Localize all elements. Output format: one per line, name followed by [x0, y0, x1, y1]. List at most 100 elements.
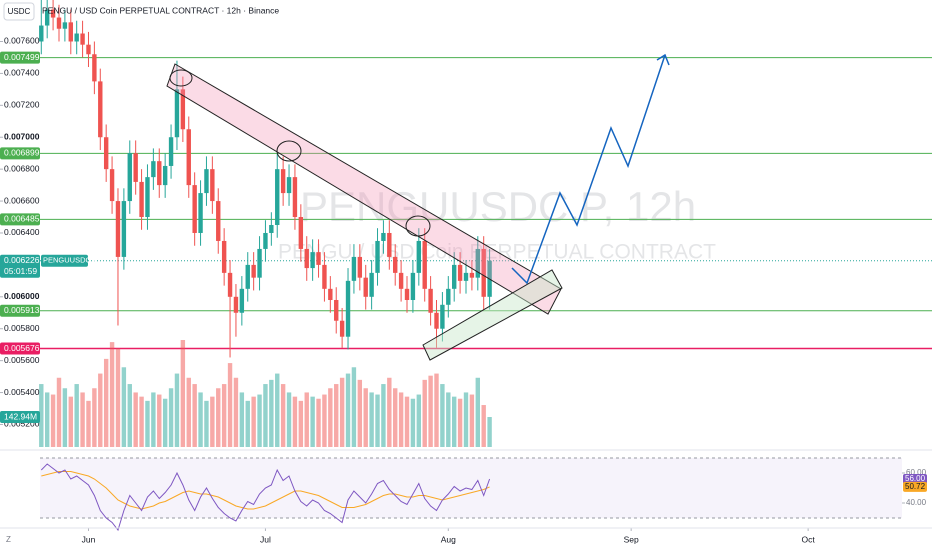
rsi-value-label: 56.00 — [905, 474, 926, 483]
candle-body — [145, 177, 150, 218]
candle-body — [86, 44, 91, 55]
level-tag — [0, 51, 40, 64]
candle-body — [440, 304, 445, 329]
candle-body — [174, 89, 180, 138]
volume-bar — [339, 377, 345, 447]
candle-body — [121, 201, 127, 257]
candle-body — [269, 225, 274, 233]
volume-bar — [216, 388, 221, 447]
volume-bar — [375, 394, 380, 447]
x-tick-label: Jun — [82, 534, 96, 544]
volume-bar — [316, 398, 321, 447]
ellipse — [169, 69, 193, 87]
countdown: 05:01:59 — [4, 266, 37, 276]
symbol-label: PENGUUSDC.P — [43, 256, 98, 265]
x-tick-label: Jul — [260, 534, 271, 544]
candle-body — [404, 288, 410, 300]
volume-bar — [357, 379, 363, 447]
volume-bar — [80, 392, 85, 447]
candle-body — [357, 256, 363, 278]
candle-body — [387, 232, 392, 257]
y-tick-label: 0.005600 — [4, 355, 40, 365]
candle-body — [68, 22, 73, 42]
candle-body — [452, 264, 457, 289]
volume-bar — [322, 394, 327, 447]
volume-bar — [481, 405, 486, 447]
candle-body — [168, 137, 174, 166]
candle-body — [286, 177, 292, 194]
volume-bar — [434, 373, 439, 447]
volume-bar — [86, 400, 91, 447]
volume-bar — [62, 388, 68, 447]
volume-bar — [286, 392, 292, 447]
rsi-value-tag — [903, 474, 927, 484]
level-label: 0.005913 — [4, 305, 40, 315]
y-tick-label: 0.007000 — [4, 131, 40, 141]
volume-bar — [387, 377, 392, 447]
candle-body — [92, 54, 97, 82]
candle-body — [434, 312, 439, 329]
volume-bar — [186, 377, 191, 447]
volume-bar — [233, 377, 239, 447]
candle-body — [475, 248, 480, 278]
candle-body — [463, 272, 469, 281]
candle-body — [469, 272, 475, 278]
volume-bar — [398, 392, 404, 447]
volume-bar — [363, 388, 368, 447]
candle-body — [339, 320, 345, 337]
candle-body — [162, 165, 168, 186]
volume-bar — [139, 396, 144, 447]
volume-bar — [162, 398, 168, 447]
candle-body — [257, 248, 262, 278]
volume-bar — [157, 394, 162, 447]
candle-body — [322, 264, 327, 289]
volume-bar — [50, 394, 56, 447]
candle-body — [221, 240, 227, 273]
rsi-ma-tag — [903, 481, 927, 492]
candle-body — [210, 169, 215, 202]
rsi-ma-label: 50.72 — [905, 482, 926, 491]
y-tick-label: 0.005800 — [4, 323, 40, 333]
ellipse — [405, 215, 431, 237]
y-tick-label: 0.006000 — [4, 291, 40, 301]
candle-body — [133, 153, 138, 182]
candle-body — [381, 232, 386, 241]
volume-bar — [92, 388, 97, 447]
candle-body — [245, 264, 250, 289]
candle-body — [422, 240, 427, 289]
marks-layer — [39, 0, 492, 532]
rsi-ma-line — [41, 471, 490, 510]
candle-body — [345, 280, 351, 337]
candle-body — [481, 248, 486, 297]
candle-body — [398, 272, 404, 289]
currency-box[interactable] — [3, 2, 35, 21]
currency[interactable]: USDC — [8, 7, 31, 16]
volume-bar — [487, 417, 492, 447]
volume-bar — [227, 363, 233, 447]
level-label: 0.006899 — [4, 148, 40, 158]
volume-bar — [192, 384, 197, 447]
volume-bar — [457, 398, 463, 447]
corner-label[interactable]: Z — [6, 535, 11, 544]
volume-bar — [74, 384, 79, 447]
level-tag — [0, 304, 40, 317]
label-layer: 0.007600 0.007400 0.007200 0.007000 0.006800… — [0, 36, 927, 544]
candle-body — [56, 17, 62, 29]
volume-bar — [174, 373, 180, 447]
volume-bar — [393, 388, 398, 447]
volume-bar — [292, 396, 298, 447]
volume-bar — [168, 388, 174, 447]
volume-tag — [0, 411, 40, 424]
volume-bar — [103, 358, 109, 447]
volume-bar — [475, 377, 480, 447]
y-tick-label: 0.007200 — [4, 100, 40, 110]
volume-bar — [280, 384, 286, 447]
volume-bar — [351, 367, 357, 447]
volume-bar — [428, 375, 433, 447]
volume-bar — [422, 379, 427, 447]
volume-bar — [381, 384, 386, 447]
rsi-tick-label: 40.00 — [906, 498, 927, 507]
drawings — [166, 53, 670, 361]
candle-body — [233, 296, 239, 313]
